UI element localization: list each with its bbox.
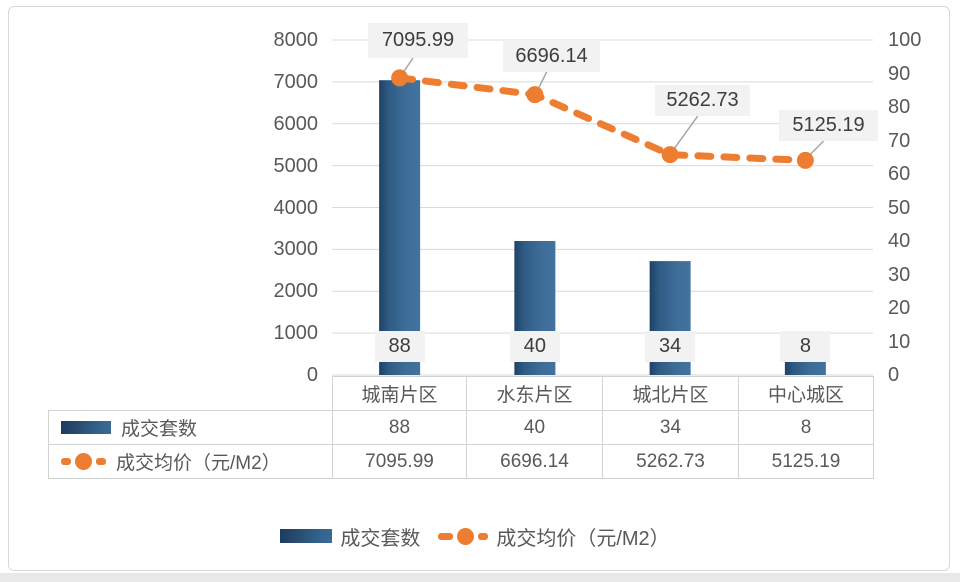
table-row-header-cell: 成交均价（元/M2） xyxy=(48,444,333,479)
line-series xyxy=(391,57,825,169)
table-row-header-label: 成交套数 xyxy=(121,419,198,440)
bar-data-label: 34 xyxy=(645,331,696,362)
left-axis-tick: 3000 xyxy=(273,238,319,261)
line-data-label-callout: 5125.19 xyxy=(779,110,878,141)
table-category-header-cell: 城北片区 xyxy=(602,376,739,411)
bar-data-label: 88 xyxy=(374,331,425,362)
right-axis-tick: 90 xyxy=(888,62,911,85)
left-axis-tick: 5000 xyxy=(273,154,319,177)
right-axis-tick: 0 xyxy=(888,364,900,386)
table-value-cell: 7095.99 xyxy=(332,444,467,479)
right-axis-tick: 60 xyxy=(888,163,911,185)
bar-data-label: 8 xyxy=(780,331,831,362)
left-axis-tick: 2000 xyxy=(273,280,319,303)
right-axis-tick: 20 xyxy=(888,297,911,319)
page-background-strip xyxy=(0,573,960,582)
right-axis-tick: 10 xyxy=(888,330,911,353)
right-axis-tick: 30 xyxy=(888,263,911,286)
table-value-cell: 40 xyxy=(466,410,603,445)
chart-legend: 成交套数 成交均价（元/M2） xyxy=(0,520,960,552)
line-data-label-callout: 5262.73 xyxy=(655,85,750,116)
table-row-header-cell: 成交套数 xyxy=(48,410,333,445)
right-axis-tick: 100 xyxy=(888,29,922,51)
table-line-swatch-icon xyxy=(61,453,106,470)
bar-data-label: 40 xyxy=(509,331,560,362)
left-axis-tick: 8000 xyxy=(273,29,319,51)
left-axis-tick: 6000 xyxy=(273,112,319,135)
line-data-label-callout: 7095.99 xyxy=(368,23,468,58)
legend-line-swatch-icon xyxy=(438,527,489,545)
left-axis-tick: 1000 xyxy=(273,322,319,345)
left-axis-tick: 4000 xyxy=(273,196,319,219)
right-axis-tick: 80 xyxy=(888,96,911,118)
line-data-label-callout: 6696.14 xyxy=(503,40,600,72)
right-axis-tick: 40 xyxy=(888,230,911,252)
table-value-cell: 6696.14 xyxy=(466,444,603,479)
legend-line-label: 成交均价（元/M2） xyxy=(496,527,670,550)
table-value-cell: 8 xyxy=(738,410,874,445)
table-bar-swatch-icon xyxy=(61,421,111,434)
table-value-cell: 34 xyxy=(602,410,739,445)
table-category-header-cell: 中心城区 xyxy=(738,376,874,411)
table-category-header-cell: 城南片区 xyxy=(332,376,467,411)
right-axis-tick: 70 xyxy=(888,129,911,152)
left-axis-tick: 7000 xyxy=(273,70,319,93)
table-row-header-label: 成交均价（元/M2） xyxy=(116,453,281,474)
legend-bar-label: 成交套数 xyxy=(340,527,421,550)
table-category-header-cell: 水东片区 xyxy=(466,376,603,411)
legend-bar-swatch-icon xyxy=(280,529,333,543)
left-axis-tick: 0 xyxy=(306,364,318,386)
table-value-cell: 5125.19 xyxy=(738,444,874,479)
table-value-cell: 5262.73 xyxy=(602,444,739,479)
right-axis-tick: 50 xyxy=(888,196,911,219)
table-value-cell: 88 xyxy=(332,410,467,445)
